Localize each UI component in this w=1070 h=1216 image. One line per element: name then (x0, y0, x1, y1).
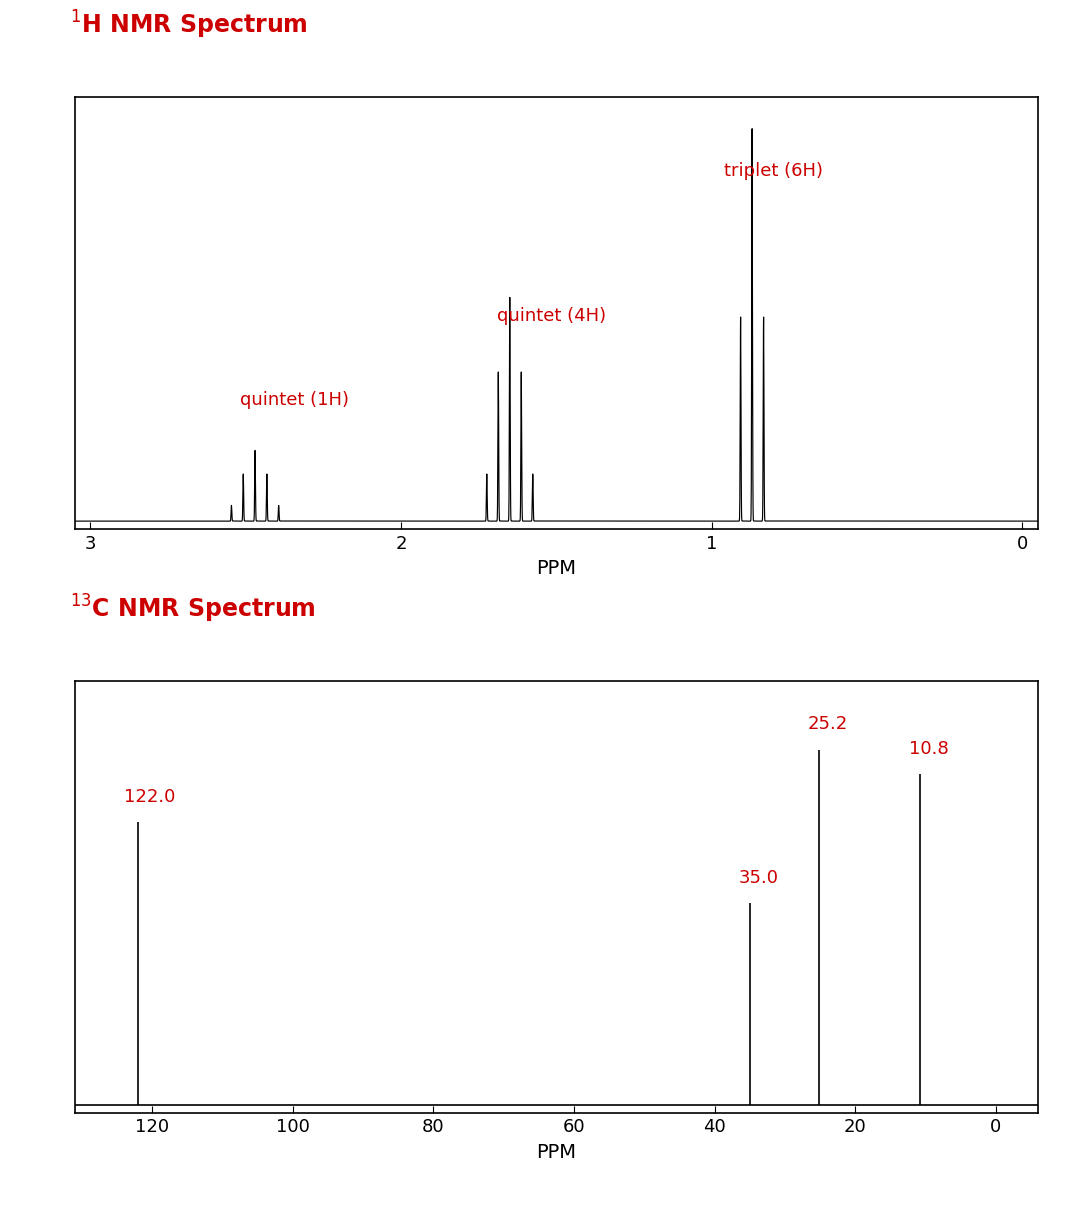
X-axis label: PPM: PPM (536, 559, 577, 579)
Text: 35.0: 35.0 (739, 868, 779, 886)
Text: 10.8: 10.8 (910, 739, 949, 758)
X-axis label: PPM: PPM (536, 1143, 577, 1162)
Text: $^{13}$C NMR Spectrum: $^{13}$C NMR Spectrum (71, 592, 316, 625)
Text: quintet (4H): quintet (4H) (498, 306, 607, 325)
Text: $^{1}$H NMR Spectrum: $^{1}$H NMR Spectrum (71, 9, 308, 41)
Text: triplet (6H): triplet (6H) (724, 162, 823, 180)
Text: 122.0: 122.0 (124, 788, 175, 806)
Text: 25.2: 25.2 (808, 715, 849, 733)
Text: quintet (1H): quintet (1H) (240, 392, 349, 410)
